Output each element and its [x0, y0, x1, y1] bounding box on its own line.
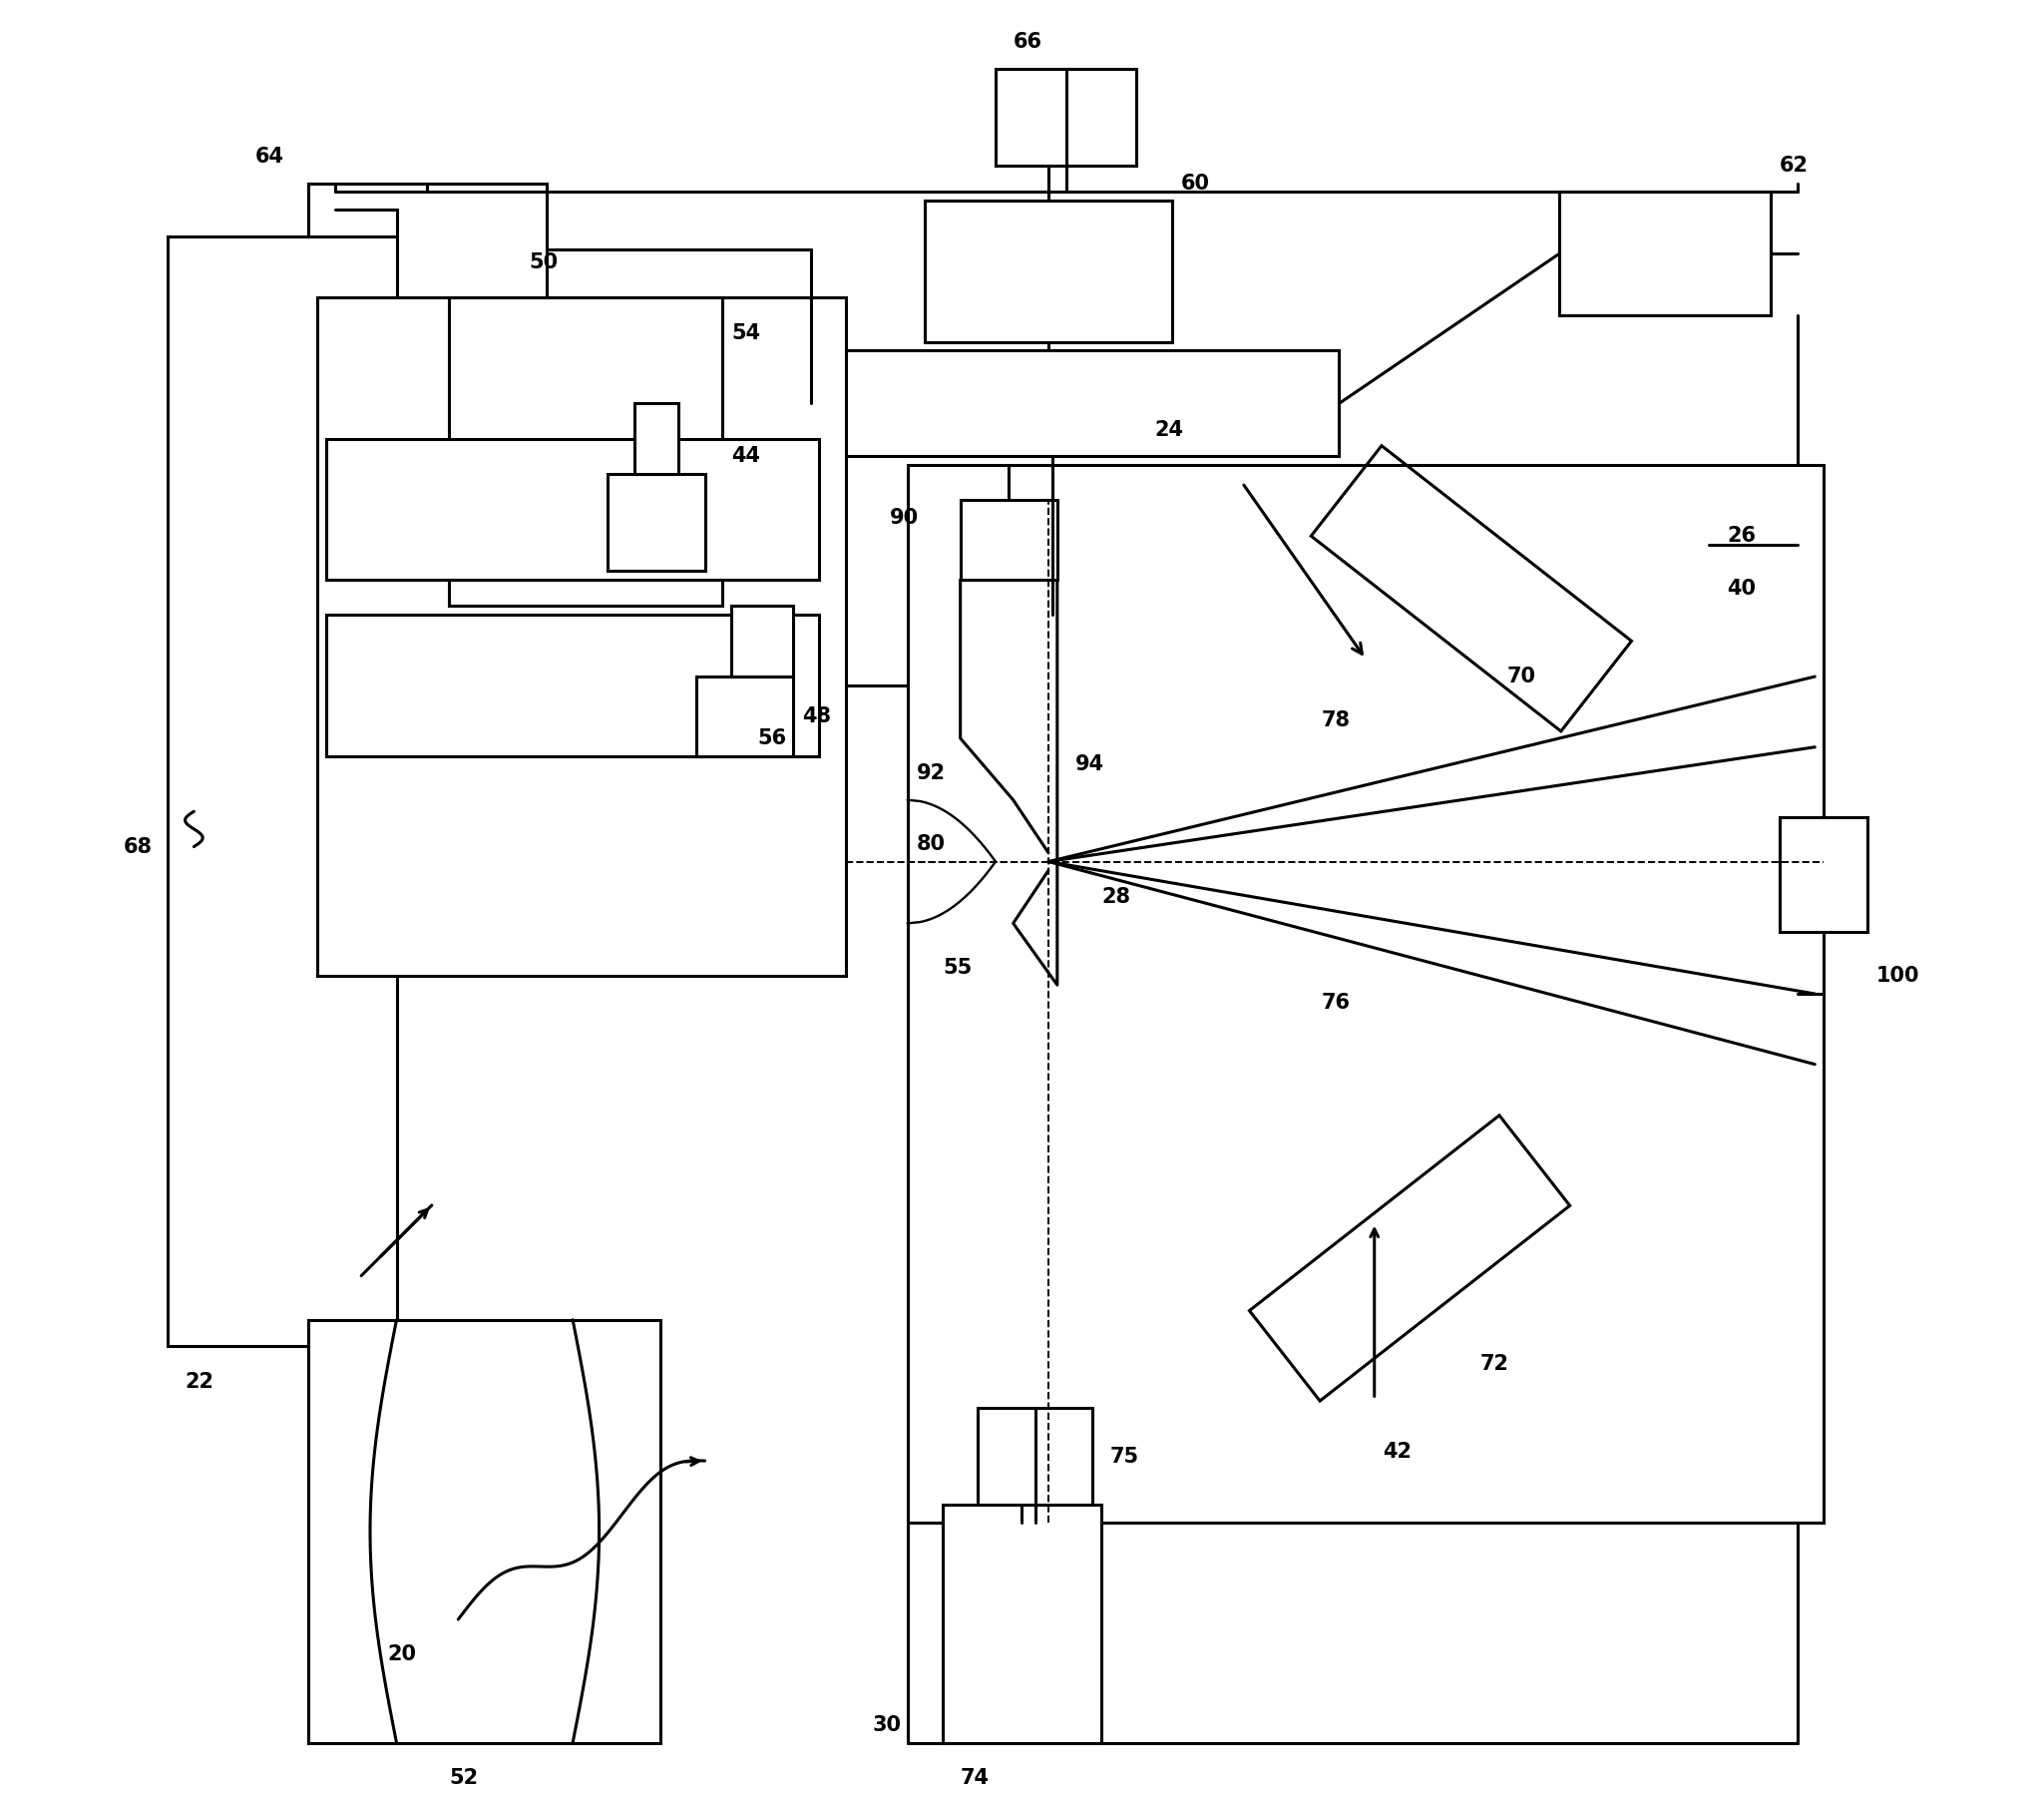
Text: 100: 100	[1876, 966, 1919, 986]
Text: 74: 74	[961, 1768, 989, 1788]
Text: 60: 60	[1181, 174, 1210, 194]
Text: 30: 30	[873, 1716, 901, 1736]
Text: 26: 26	[1727, 525, 1756, 545]
Bar	[168, 237, 397, 1347]
Text: 75: 75	[1110, 1447, 1139, 1467]
Text: 28: 28	[1102, 888, 1130, 907]
Text: 48: 48	[801, 706, 830, 726]
Text: 68: 68	[123, 837, 153, 857]
Text: 54: 54	[732, 323, 760, 342]
Text: 22: 22	[186, 1372, 215, 1391]
Text: 50: 50	[529, 253, 558, 273]
Bar	[327, 439, 820, 579]
Bar	[942, 1504, 1102, 1743]
Bar	[961, 500, 1057, 579]
Bar	[977, 1408, 1091, 1504]
Text: 90: 90	[889, 507, 920, 527]
Text: 66: 66	[1014, 32, 1042, 52]
Bar	[634, 403, 679, 473]
Bar	[926, 201, 1171, 342]
Text: 52: 52	[450, 1768, 478, 1788]
Text: 42: 42	[1384, 1442, 1412, 1461]
Text: 64: 64	[256, 147, 284, 167]
Text: 24: 24	[1155, 420, 1183, 439]
Bar	[607, 473, 705, 570]
Bar	[977, 500, 1128, 615]
Bar	[327, 615, 820, 757]
Text: 44: 44	[732, 446, 760, 466]
Text: 62: 62	[1780, 156, 1809, 176]
Text: 78: 78	[1322, 710, 1351, 730]
Text: 55: 55	[942, 957, 971, 977]
Text: 94: 94	[1075, 755, 1104, 775]
Text: 72: 72	[1480, 1354, 1508, 1373]
Bar	[317, 298, 846, 975]
Text: 56: 56	[758, 728, 787, 748]
Bar	[309, 1320, 660, 1743]
Bar	[1780, 818, 1868, 932]
Bar	[450, 298, 722, 606]
Text: 76: 76	[1322, 993, 1351, 1013]
Bar	[995, 68, 1136, 165]
Text: 92: 92	[916, 764, 944, 784]
Bar	[309, 183, 546, 316]
Bar	[811, 351, 1339, 455]
Bar	[697, 676, 793, 757]
Text: 20: 20	[388, 1644, 417, 1664]
Bar	[908, 464, 1823, 1522]
Text: 70: 70	[1506, 667, 1535, 687]
Text: 40: 40	[1727, 579, 1756, 599]
Bar	[732, 606, 793, 676]
Bar	[1560, 192, 1770, 316]
Text: 80: 80	[916, 834, 944, 853]
